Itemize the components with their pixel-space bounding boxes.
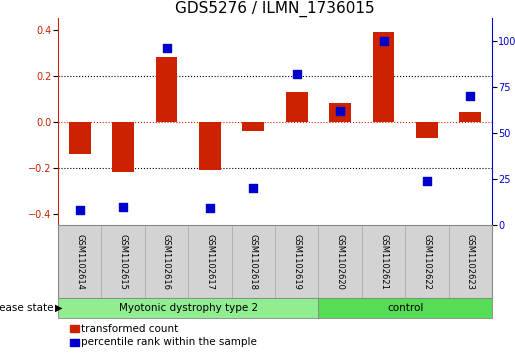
Bar — [188, 225, 232, 298]
Bar — [449, 225, 492, 298]
Title: GDS5276 / ILMN_1736015: GDS5276 / ILMN_1736015 — [175, 0, 375, 17]
Bar — [58, 298, 318, 318]
Text: control: control — [387, 303, 423, 313]
Point — [380, 38, 388, 44]
Point — [423, 178, 431, 184]
Text: percentile rank within the sample: percentile rank within the sample — [81, 337, 257, 347]
Bar — [156, 57, 177, 122]
Bar — [199, 122, 221, 170]
Bar — [318, 298, 492, 318]
Text: disease state: disease state — [0, 303, 54, 313]
Text: GSM1102622: GSM1102622 — [422, 233, 432, 289]
Text: GSM1102617: GSM1102617 — [205, 233, 214, 290]
Bar — [373, 32, 394, 122]
Bar — [329, 103, 351, 122]
Text: GSM1102618: GSM1102618 — [249, 233, 258, 290]
Bar — [101, 225, 145, 298]
Point — [162, 45, 170, 51]
Bar — [58, 225, 101, 298]
Bar — [405, 225, 449, 298]
Text: GSM1102621: GSM1102621 — [379, 233, 388, 289]
Point — [466, 93, 474, 99]
Text: GSM1102614: GSM1102614 — [75, 233, 84, 289]
Bar — [275, 225, 318, 298]
Text: Myotonic dystrophy type 2: Myotonic dystrophy type 2 — [118, 303, 258, 313]
Text: GSM1102615: GSM1102615 — [118, 233, 128, 289]
Point — [249, 185, 258, 191]
Bar — [232, 225, 275, 298]
Text: transformed count: transformed count — [81, 323, 179, 334]
Point — [206, 205, 214, 211]
Bar — [459, 112, 481, 122]
Text: GSM1102619: GSM1102619 — [292, 233, 301, 289]
Text: GSM1102616: GSM1102616 — [162, 233, 171, 290]
Text: ▶: ▶ — [55, 303, 62, 313]
Bar — [362, 225, 405, 298]
Bar — [145, 225, 188, 298]
Text: GSM1102623: GSM1102623 — [466, 233, 475, 290]
Bar — [243, 122, 264, 131]
Text: GSM1102620: GSM1102620 — [336, 233, 345, 289]
Point — [336, 108, 344, 114]
Bar — [69, 122, 91, 154]
Point — [119, 204, 127, 209]
Point — [293, 71, 301, 77]
Point — [76, 207, 84, 213]
Bar — [416, 122, 438, 138]
Bar — [112, 122, 134, 172]
Bar — [286, 91, 307, 122]
Bar — [318, 225, 362, 298]
